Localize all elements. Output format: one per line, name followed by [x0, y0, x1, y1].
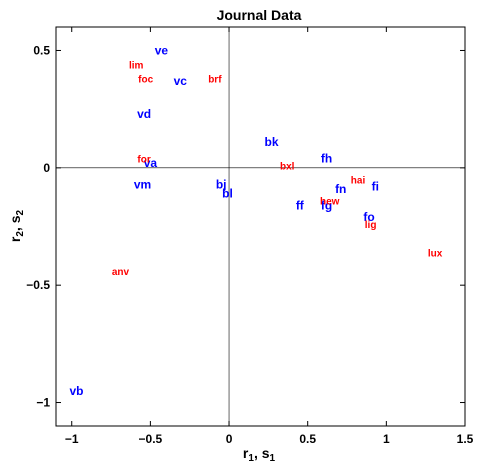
x-tick-label: 0.5 [299, 432, 316, 446]
point-label-bk: bk [265, 135, 279, 149]
point-label-ve: ve [155, 43, 169, 57]
point-label-ff: ff [296, 198, 305, 212]
point-label-fh: fh [321, 151, 332, 165]
point-label-brf: brf [208, 75, 222, 86]
x-axis-label: r1, s1 [243, 445, 276, 464]
point-label-vm: vm [134, 177, 151, 191]
axis-ticks: −1 −0.5 0 0.5 1 1.5 0.5 0 −0.5 −1 [26, 27, 474, 446]
point-label-vd: vd [137, 107, 151, 121]
point-label-fg: fg [321, 198, 332, 212]
point-label-lux: lux [428, 248, 443, 259]
point-label-hai: hai [351, 176, 366, 187]
point-label-for: for [137, 154, 150, 165]
plot-area [55, 26, 466, 427]
chart-title: Journal Data [217, 7, 302, 23]
point-label-va: va [144, 156, 158, 170]
point-label-fo: fo [363, 210, 374, 224]
y-tick-label: 0 [43, 161, 50, 175]
y-tick-label: −1 [36, 396, 50, 410]
point-label-fn: fn [335, 182, 346, 196]
x-tick-label: 0 [226, 432, 233, 446]
point-label-anv: anv [112, 267, 130, 278]
x-tick-label: 1.5 [457, 432, 474, 446]
point-label-lim: lim [129, 61, 144, 72]
point-label-foc: foc [138, 75, 153, 86]
point-label-hew: hew [320, 197, 340, 208]
point-label-bl: bl [222, 187, 233, 201]
y-axis-label: r2, s2 [7, 209, 26, 242]
x-tick-label: −0.5 [139, 432, 163, 446]
point-label-fi: fi [372, 180, 379, 194]
x-tick-label: −1 [65, 432, 79, 446]
y-tick-label: 0.5 [33, 43, 50, 57]
x-tick-label: 1 [383, 432, 390, 446]
point-label-vc: vc [174, 74, 188, 88]
point-label-bxl: bxl [280, 161, 295, 172]
point-label-vb: vb [69, 384, 83, 398]
point-label-lig: lig [365, 220, 377, 231]
y-tick-label: −0.5 [26, 278, 50, 292]
point-label-bj: bj [216, 177, 227, 191]
